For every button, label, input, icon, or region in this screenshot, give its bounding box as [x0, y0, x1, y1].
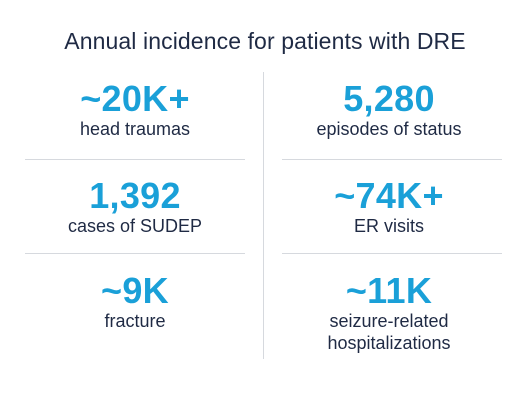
page-title: Annual incidence for patients with DRE	[64, 28, 466, 54]
stat-label: episodes of status	[316, 119, 462, 139]
stat-value: ~20K+	[80, 78, 190, 119]
horizontal-divider	[25, 253, 245, 254]
stat-fracture: ~9K fracture	[15, 272, 255, 332]
stat-value: ~11K	[345, 270, 433, 311]
stat-label: head traumas	[79, 119, 191, 139]
stat-value: 5,280	[343, 78, 435, 119]
vertical-divider	[263, 72, 264, 359]
horizontal-divider	[282, 159, 502, 160]
stat-sudep: 1,392 cases of SUDEP	[15, 177, 255, 237]
stat-head-traumas: ~20K+ head traumas	[15, 80, 255, 140]
stat-value: 1,392	[89, 175, 181, 216]
stat-label: fracture	[104, 311, 166, 331]
horizontal-divider	[282, 253, 502, 254]
stat-er-visits: ~74K+ ER visits	[269, 177, 509, 237]
stat-value: ~74K+	[334, 175, 444, 216]
stat-label: ER visits	[353, 216, 424, 236]
stat-hospitalizations: ~11K seizure-related hospitalizations	[289, 272, 489, 354]
stat-value: ~9K	[101, 270, 169, 311]
stat-label: seizure-related hospitalizations	[327, 311, 451, 353]
stat-label: cases of SUDEP	[67, 216, 203, 236]
stat-episodes-of-status: 5,280 episodes of status	[269, 80, 509, 140]
horizontal-divider	[25, 159, 245, 160]
